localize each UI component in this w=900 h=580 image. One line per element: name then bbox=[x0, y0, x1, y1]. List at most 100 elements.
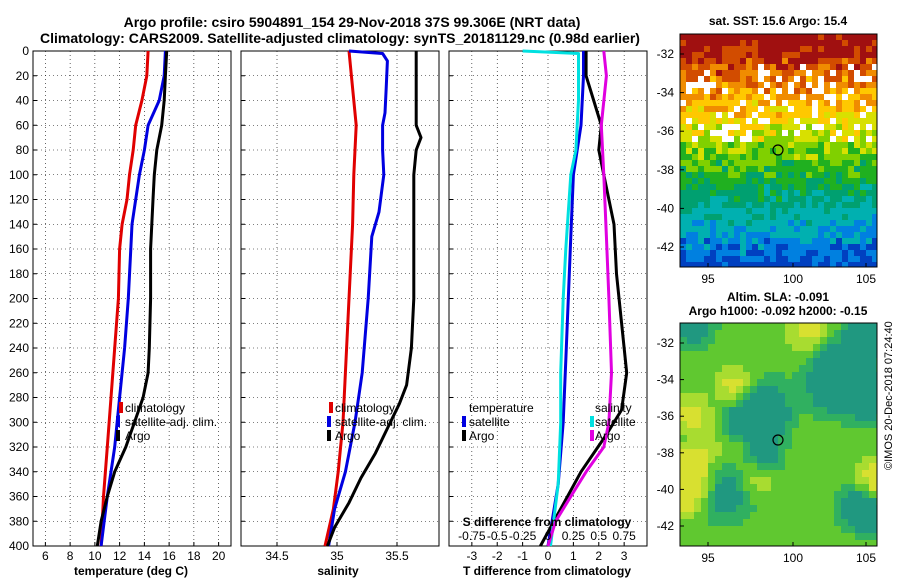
sla-cell bbox=[729, 505, 736, 512]
sst-cell bbox=[866, 40, 872, 46]
sla-cell bbox=[820, 414, 827, 421]
sst-cell bbox=[782, 262, 788, 267]
sla-cell bbox=[834, 393, 841, 400]
sst-cell bbox=[860, 40, 866, 46]
sst-cell bbox=[782, 52, 788, 58]
depth-tick-label: 60 bbox=[16, 118, 30, 132]
sst-cell bbox=[812, 94, 818, 100]
sst-cell bbox=[728, 220, 734, 226]
sla-cell bbox=[729, 519, 736, 526]
sst-cell bbox=[848, 166, 854, 172]
sla-cell bbox=[806, 456, 813, 463]
sla-cell bbox=[841, 435, 848, 442]
sla-cell bbox=[848, 491, 855, 498]
sla-cell bbox=[834, 337, 841, 344]
sst-cell bbox=[710, 142, 716, 148]
sla-cell bbox=[743, 533, 750, 540]
sst-cell bbox=[818, 238, 824, 244]
sst-cell bbox=[848, 40, 854, 46]
sst-cell bbox=[794, 262, 800, 267]
sla-cell bbox=[708, 365, 715, 372]
sla-cell bbox=[827, 484, 834, 491]
sst-cell bbox=[764, 256, 770, 262]
sst-cell bbox=[710, 184, 716, 190]
sla-cell bbox=[778, 386, 785, 393]
sla-cell bbox=[722, 421, 729, 428]
sla-cell bbox=[855, 330, 862, 337]
sst-cell bbox=[734, 94, 740, 100]
sst-cell bbox=[806, 88, 812, 94]
sla-cell bbox=[841, 386, 848, 393]
sla-cell bbox=[757, 372, 764, 379]
sla-cell bbox=[806, 337, 813, 344]
depth-tick-label: 240 bbox=[9, 341, 29, 355]
sla-cell bbox=[764, 491, 771, 498]
sla-cell bbox=[862, 393, 869, 400]
sla-cell bbox=[771, 533, 778, 540]
sla-cell bbox=[701, 407, 708, 414]
sla-cell bbox=[729, 498, 736, 505]
sla-cell bbox=[764, 393, 771, 400]
sla-cell bbox=[750, 470, 757, 477]
sst-cell bbox=[734, 130, 740, 136]
legend-heading-temperature: temperature bbox=[469, 401, 534, 415]
sst-cell bbox=[812, 82, 818, 88]
sst-cell bbox=[704, 238, 710, 244]
sla-cell bbox=[757, 344, 764, 351]
sst-cell bbox=[872, 94, 877, 100]
sla-cell bbox=[820, 540, 827, 546]
sla-cell bbox=[680, 358, 687, 365]
sla-cell bbox=[736, 386, 743, 393]
sst-cell bbox=[824, 202, 830, 208]
sst-cell bbox=[806, 82, 812, 88]
sla-cell bbox=[736, 470, 743, 477]
sla-cell bbox=[834, 344, 841, 351]
sst-cell bbox=[830, 184, 836, 190]
sst-cell bbox=[686, 256, 692, 262]
sst-cell bbox=[866, 70, 872, 76]
sla-cell bbox=[708, 519, 715, 526]
sla-cell bbox=[806, 540, 813, 546]
salinity-x-label: salinity bbox=[317, 564, 359, 578]
sst-cell bbox=[710, 76, 716, 82]
sla-cell bbox=[785, 337, 792, 344]
sst-cell bbox=[830, 202, 836, 208]
sst-cell bbox=[770, 220, 776, 226]
sla-cell bbox=[869, 330, 876, 337]
sla-cell bbox=[715, 505, 722, 512]
sst-cell bbox=[746, 196, 752, 202]
sla-cell bbox=[729, 526, 736, 533]
sla-cell bbox=[862, 477, 869, 484]
sla-cell bbox=[687, 400, 694, 407]
sst-cell bbox=[854, 166, 860, 172]
sla-cell bbox=[771, 498, 778, 505]
sst-cell bbox=[776, 40, 782, 46]
sla-cell bbox=[687, 407, 694, 414]
sst-cell bbox=[794, 106, 800, 112]
sst-cell bbox=[704, 46, 710, 52]
sst-cell bbox=[770, 154, 776, 160]
sla-cell bbox=[715, 456, 722, 463]
sst-cell bbox=[686, 262, 692, 267]
sla-cell bbox=[792, 372, 799, 379]
sst-cell bbox=[818, 64, 824, 70]
sla-cell bbox=[813, 463, 820, 470]
sst-cell bbox=[782, 256, 788, 262]
sst-cell bbox=[788, 52, 794, 58]
sst-cell bbox=[740, 196, 746, 202]
sst-cell bbox=[800, 190, 806, 196]
sla-cell bbox=[869, 407, 876, 414]
sst-cell bbox=[680, 70, 686, 76]
depth-tick-label: 100 bbox=[9, 168, 29, 182]
sla-cell bbox=[778, 351, 785, 358]
sst-cell bbox=[830, 106, 836, 112]
sst-cell bbox=[728, 64, 734, 70]
sst-cell bbox=[860, 58, 866, 64]
sst-cell bbox=[680, 232, 686, 238]
sla-cell bbox=[701, 337, 708, 344]
sla-cell bbox=[680, 330, 687, 337]
sla-cell bbox=[869, 519, 876, 526]
sst-cell bbox=[782, 70, 788, 76]
sla-cell bbox=[813, 477, 820, 484]
sst-cell bbox=[764, 148, 770, 154]
